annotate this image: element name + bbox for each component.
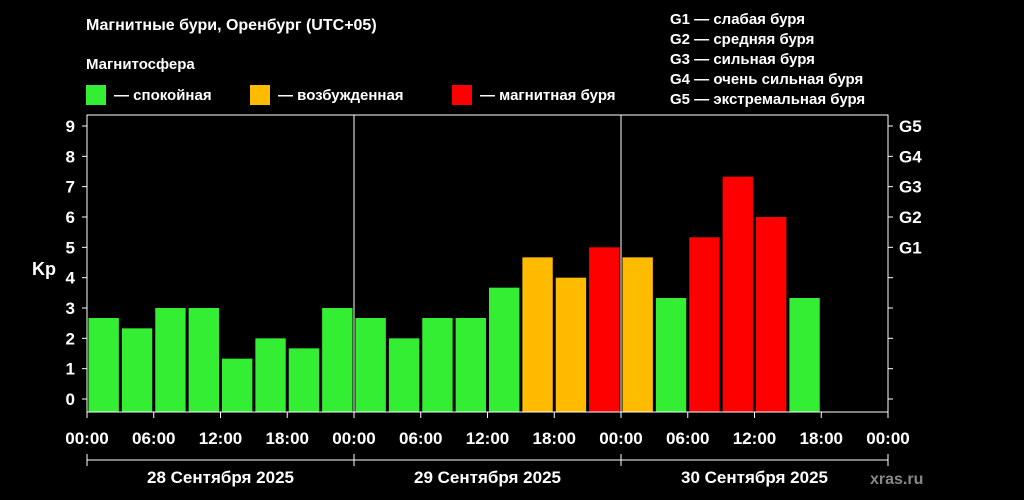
bar-15 (589, 247, 620, 412)
bar-12 (489, 287, 520, 412)
legend-label-active: — возбужденная (278, 87, 404, 104)
bar-21 (789, 297, 820, 412)
bar-6 (288, 348, 320, 412)
bar-0 (88, 318, 119, 412)
day-label-0: 28 Сентября 2025 (147, 468, 294, 487)
legend-swatch-storm (452, 85, 472, 105)
bar-1 (121, 328, 153, 412)
bar-19 (722, 176, 753, 412)
g3-description: G3 — сильная буря (670, 51, 815, 68)
legend-swatch-quiet (86, 85, 106, 105)
y-tick-label-5: 5 (66, 238, 75, 257)
g2-description: G2 — средняя буря (670, 31, 814, 48)
legend-title: Магнитосфера (86, 56, 195, 73)
bar-11 (455, 318, 486, 412)
g5-description: G5 — экстремальная буря (670, 91, 865, 108)
g-label-g4: G4 (899, 147, 922, 166)
bar-14 (555, 277, 587, 412)
g4-description: G4 — очень сильная буря (670, 71, 863, 88)
bar-9 (388, 338, 420, 412)
watermark: xras.ru (870, 471, 923, 488)
g1-description: G1 — слабая буря (670, 11, 805, 28)
bar-10 (422, 318, 453, 412)
day-label-1: 29 Сентября 2025 (414, 468, 561, 487)
legend: — спокойная — возбужденная — магнитная б… (86, 85, 616, 105)
bar-4 (222, 358, 253, 412)
y-tick-label-0: 0 (66, 390, 75, 409)
x-tick-label-6: 12:00 (466, 429, 509, 448)
bar-2 (155, 308, 186, 412)
y-tick-label-9: 9 (66, 117, 75, 136)
legend-label-storm: — магнитная буря (480, 87, 616, 104)
y-tick-label-2: 2 (66, 329, 75, 348)
x-tick-label-5: 06:00 (399, 429, 442, 448)
x-tick-label-12: 00:00 (866, 429, 909, 448)
x-tick-label-0: 00:00 (65, 429, 108, 448)
bar-20 (756, 217, 787, 412)
x-tick-label-7: 18:00 (533, 429, 576, 448)
bar-5 (255, 338, 286, 412)
x-tick-label-4: 00:00 (332, 429, 375, 448)
legend-label-quiet: — спокойная (114, 87, 212, 104)
y-tick-label-1: 1 (66, 360, 75, 379)
y-tick-label-6: 6 (66, 208, 75, 227)
g-label-g2: G2 (899, 208, 922, 227)
y-tick-label-8: 8 (66, 147, 75, 166)
chart-title: Магнитные бури, Оренбург (UTC+05) (86, 17, 377, 34)
bar-8 (355, 318, 386, 412)
y-tick-label-7: 7 (66, 178, 75, 197)
bar-3 (188, 308, 219, 412)
bar-7 (322, 308, 353, 412)
plot-area: 0 1 2 3 4 5 6 7 8 9 G1 G2 G3 G4 G5 00:00 06:00 12:00 18:00… (65, 114, 922, 487)
bar-13 (522, 257, 553, 412)
legend-swatch-active (250, 85, 270, 105)
x-tick-label-8: 00:00 (599, 429, 642, 448)
x-tick-label-10: 12:00 (733, 429, 776, 448)
bar-17 (655, 297, 687, 412)
y-axis-label: Kp (32, 259, 56, 279)
x-tick-label-1: 06:00 (132, 429, 175, 448)
bar-16 (622, 257, 653, 412)
g-scale-legend: G1 — слабая буря G2 — средняя буря G3 — … (670, 11, 865, 108)
g-label-g3: G3 (899, 178, 922, 197)
y-tick-label-4: 4 (66, 269, 76, 288)
y-tick-label-3: 3 (66, 299, 75, 318)
g-label-g5: G5 (899, 117, 922, 136)
g-label-g1: G1 (899, 238, 922, 257)
x-tick-label-2: 12:00 (199, 429, 242, 448)
bar-18 (689, 237, 720, 412)
x-tick-label-11: 18:00 (800, 429, 843, 448)
x-tick-label-9: 06:00 (666, 429, 709, 448)
x-tick-label-3: 18:00 (266, 429, 309, 448)
day-label-2: 30 Сентября 2025 (681, 468, 828, 487)
